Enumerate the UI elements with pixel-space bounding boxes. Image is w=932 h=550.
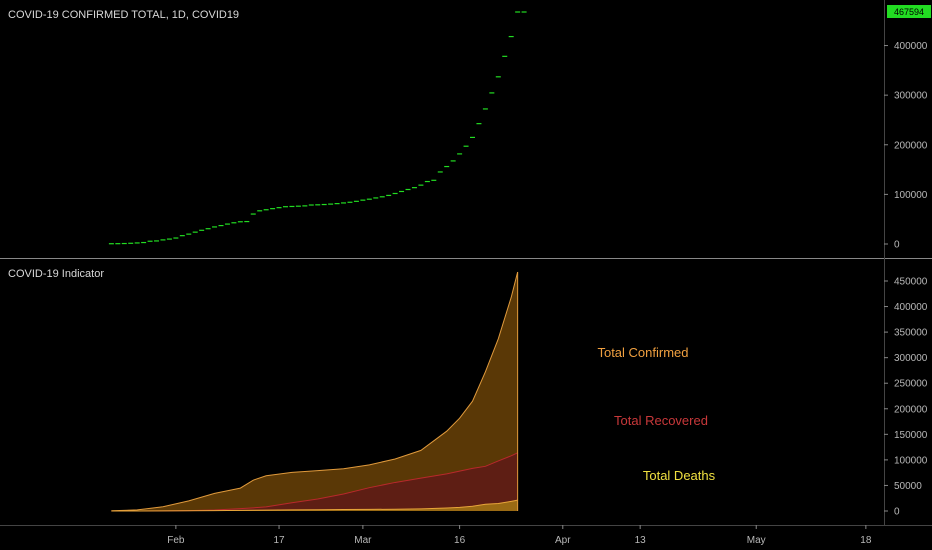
bottom-ytick-label: 200000 (894, 404, 928, 415)
top-panel (108, 11, 527, 245)
bottom-panel (111, 271, 519, 512)
xtick-label: May (747, 535, 766, 546)
top-ytick-label: 100000 (894, 190, 928, 201)
bottom-ytick-label: 450000 (894, 276, 928, 287)
top-ytick-label: 0 (894, 240, 900, 251)
line-confirmed (111, 271, 519, 512)
xtick-label: 13 (635, 535, 647, 546)
top-ytick-label: 300000 (894, 91, 928, 102)
legend-total-recovered: Total Recovered (614, 413, 708, 428)
last-value-badge (887, 5, 931, 18)
bottom-ytick-label: 250000 (894, 379, 928, 390)
bottom-ytick-label: 300000 (894, 353, 928, 364)
xtick-label: Apr (555, 535, 571, 546)
legend-total-confirmed: Total Confirmed (597, 345, 688, 360)
top-ytick-label: 400000 (894, 41, 928, 52)
bottom-ytick-label: 50000 (894, 481, 922, 492)
bottom-panel-title: COVID-19 Indicator (8, 268, 104, 280)
xtick-label: Feb (167, 535, 185, 546)
top-ytick-label: 200000 (894, 140, 928, 151)
area-recovered (111, 452, 518, 511)
bottom-ytick-label: 0 (894, 507, 900, 518)
bottom-ytick-label: 150000 (894, 430, 928, 441)
xtick-label: 18 (860, 535, 872, 546)
legend-total-deaths: Total Deaths (643, 468, 716, 483)
area-deaths (111, 500, 518, 511)
top-panel-title: COVID-19 CONFIRMED TOTAL, 1D, COVID19 (8, 9, 239, 21)
xtick-label: 17 (273, 535, 285, 546)
xtick-label: Mar (354, 535, 372, 546)
line-deaths (111, 499, 518, 512)
xtick-label: 16 (454, 535, 466, 546)
last-value-label: 467594 (894, 7, 924, 17)
bottom-ytick-label: 400000 (894, 302, 928, 313)
bottom-ytick-label: 100000 (894, 455, 928, 466)
bottom-ytick-label: 350000 (894, 328, 928, 339)
